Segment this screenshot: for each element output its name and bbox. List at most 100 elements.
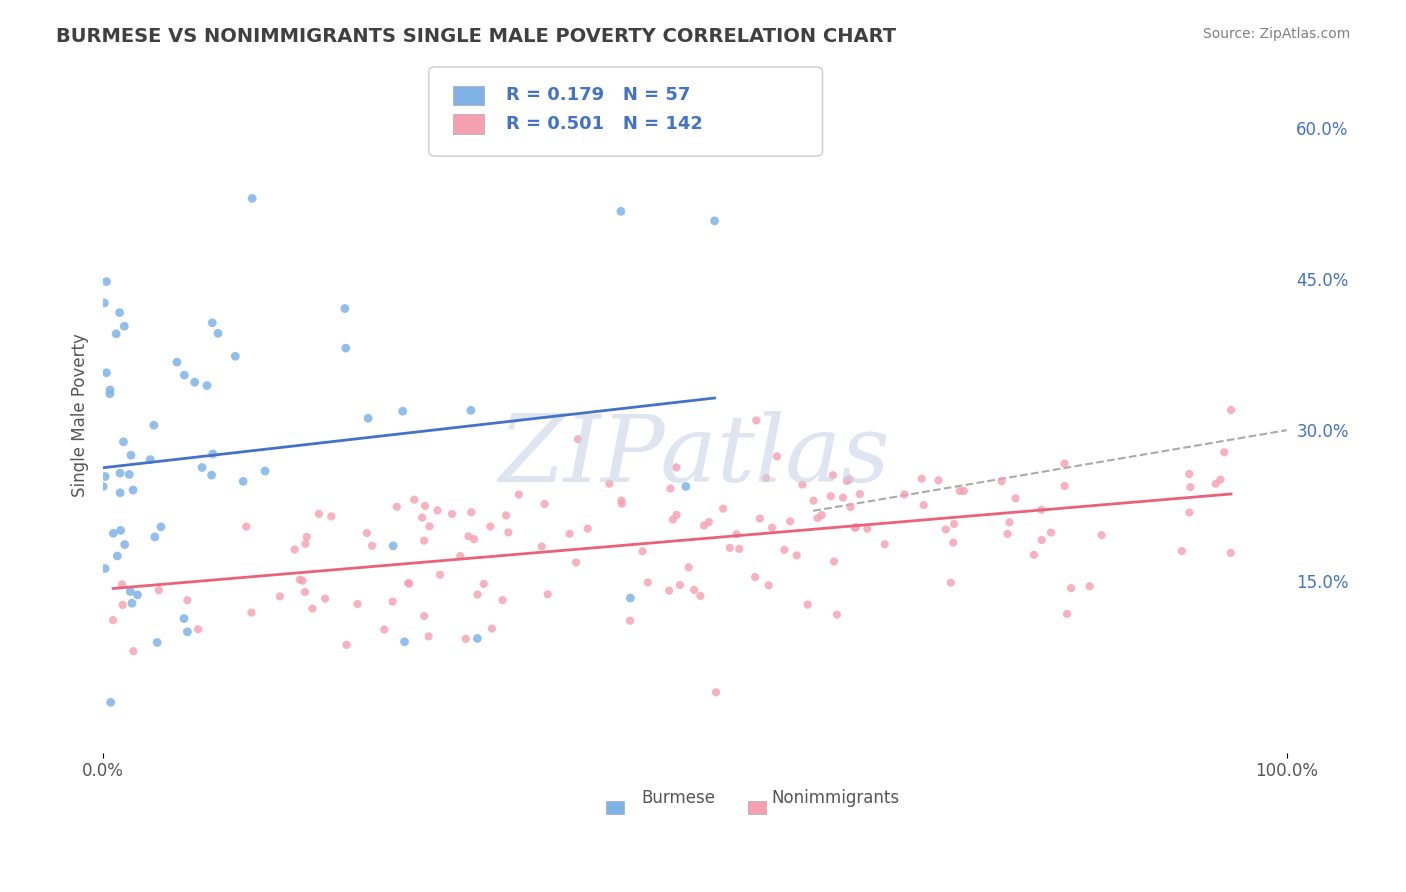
Point	[440, 507, 463, 521]
Point	[460, 403, 482, 417]
Point	[1171, 544, 1194, 558]
Point	[118, 467, 141, 482]
Point	[429, 567, 451, 582]
Point	[832, 491, 855, 505]
Point	[449, 549, 471, 563]
Point	[820, 489, 842, 503]
Point	[269, 590, 291, 604]
Point	[467, 588, 489, 602]
Point	[533, 497, 555, 511]
Point	[394, 635, 416, 649]
Point	[849, 487, 872, 501]
Point	[675, 479, 697, 493]
Point	[112, 434, 135, 449]
Point	[187, 623, 209, 637]
Point	[835, 474, 858, 488]
Point	[745, 413, 768, 427]
Point	[761, 520, 783, 534]
Point	[893, 487, 915, 501]
Point	[758, 578, 780, 592]
Point	[357, 411, 380, 425]
Point	[803, 493, 825, 508]
Point	[1091, 528, 1114, 542]
Point	[665, 508, 688, 522]
Point	[201, 447, 224, 461]
Point	[120, 584, 142, 599]
Point	[173, 611, 195, 625]
Point	[806, 511, 828, 525]
Point	[576, 522, 599, 536]
Point	[530, 540, 553, 554]
Point	[498, 525, 520, 540]
Point	[176, 624, 198, 639]
Point	[669, 578, 692, 592]
Point	[127, 588, 149, 602]
Point	[224, 349, 246, 363]
Point	[786, 549, 808, 563]
Point	[725, 527, 748, 541]
Point	[567, 432, 589, 446]
Point	[619, 591, 641, 605]
Point	[1031, 533, 1053, 547]
Point	[1078, 579, 1101, 593]
Point	[678, 560, 700, 574]
Point	[105, 549, 128, 563]
Point	[301, 601, 323, 615]
Point	[491, 593, 513, 607]
Point	[697, 515, 720, 529]
Point	[953, 483, 976, 498]
Point	[935, 523, 957, 537]
Point	[356, 526, 378, 541]
Point	[1180, 480, 1202, 494]
Point	[792, 477, 814, 491]
Point	[943, 517, 966, 532]
Point	[232, 475, 254, 489]
Point	[294, 537, 316, 551]
Point	[382, 539, 405, 553]
Point	[418, 519, 440, 533]
Point	[111, 577, 134, 591]
Point	[619, 614, 641, 628]
Text: BURMESE VS NONIMMIGRANTS SINGLE MALE POVERTY CORRELATION CHART: BURMESE VS NONIMMIGRANTS SINGLE MALE POV…	[56, 27, 897, 45]
Point	[373, 623, 395, 637]
Point	[166, 355, 188, 369]
Text: Nonimmigrants: Nonimmigrants	[772, 789, 900, 807]
Point	[120, 448, 142, 462]
Text: R = 0.501   N = 142: R = 0.501 N = 142	[506, 115, 703, 133]
Point	[149, 520, 172, 534]
Text: Burmese: Burmese	[641, 789, 716, 807]
Point	[703, 214, 725, 228]
FancyBboxPatch shape	[748, 801, 766, 814]
Point	[183, 376, 205, 390]
Point	[1178, 506, 1201, 520]
Point	[1053, 479, 1076, 493]
Text: R = 0.179   N = 57: R = 0.179 N = 57	[506, 87, 690, 104]
Point	[105, 326, 128, 341]
Point	[1040, 525, 1063, 540]
Point	[200, 468, 222, 483]
Point	[565, 556, 588, 570]
Point	[108, 305, 131, 319]
Point	[139, 452, 162, 467]
Point	[779, 515, 801, 529]
Point	[610, 493, 633, 508]
Point	[121, 596, 143, 610]
Point	[195, 378, 218, 392]
Point	[398, 576, 420, 591]
Point	[558, 526, 581, 541]
Point	[911, 472, 934, 486]
Point	[294, 585, 316, 599]
Point	[173, 368, 195, 383]
Point	[825, 607, 848, 622]
Point	[728, 541, 751, 556]
Point	[460, 505, 482, 519]
Point	[537, 587, 560, 601]
Point	[411, 510, 433, 524]
Text: ZIPatlas: ZIPatlas	[499, 410, 891, 500]
Point	[335, 341, 357, 355]
Point	[508, 487, 530, 501]
Point	[314, 591, 336, 606]
Point	[291, 574, 314, 588]
Point	[284, 542, 307, 557]
Point	[288, 573, 311, 587]
